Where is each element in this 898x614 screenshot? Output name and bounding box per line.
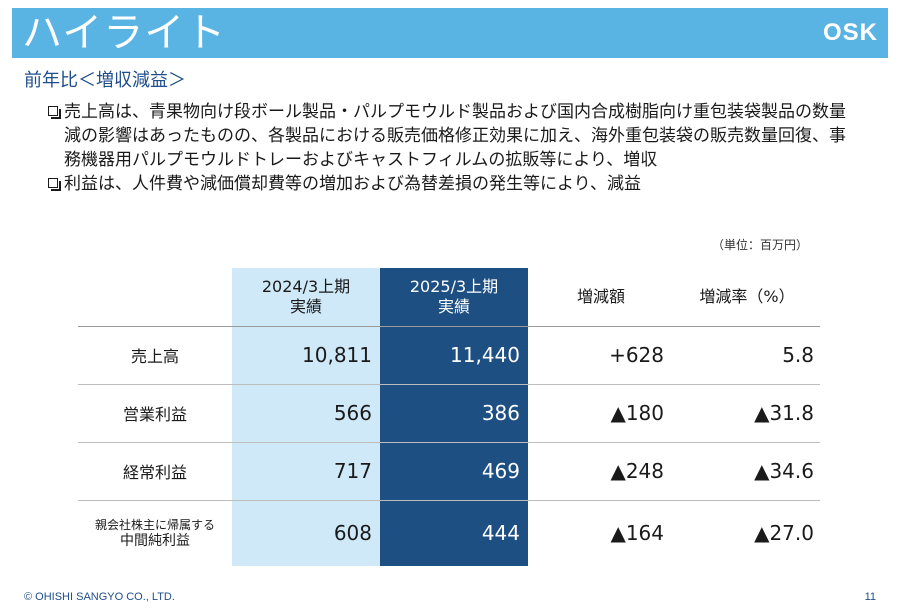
cell-change-sales: +628	[609, 343, 664, 367]
row-divider	[78, 442, 820, 443]
bullet-list: 売上高は、青果物向け段ボール製品・パルプモウルド製品および国内合成樹脂向け重包装…	[48, 100, 848, 196]
cell-prev-sales: 10,811	[302, 343, 372, 367]
page-title: ハイライト	[22, 10, 227, 56]
row-label-net-income-line1: 親会社株主に帰属する	[94, 518, 215, 532]
cell-rate-operating-profit: ▲31.8	[754, 401, 814, 425]
bullet-item: 利益は、人件費や減価償却費等の増加および為替差損の発生等により、減益	[48, 172, 848, 196]
row-label-ordinary-profit: 経常利益	[122, 463, 187, 482]
header-prev-period: 2024/3上期 実績	[232, 268, 380, 326]
header-curr-line2: 実績	[437, 297, 470, 316]
cell-curr-ordinary-profit: 469	[481, 459, 520, 483]
page-number: 11	[864, 591, 876, 603]
copyright-footer: © OHISHI SANGYO CO., LTD.	[24, 591, 175, 603]
row-divider	[78, 384, 820, 385]
cell-curr-operating-profit: 386	[481, 401, 520, 425]
row-label-operating-profit: 営業利益	[122, 405, 187, 424]
bullet-item: 売上高は、青果物向け段ボール製品・パルプモウルド製品および国内合成樹脂向け重包装…	[48, 100, 848, 172]
header-prev-line1: 2024/3上期	[261, 277, 351, 296]
bullet-text: 売上高は、青果物向け段ボール製品・パルプモウルド製品および国内合成樹脂向け重包装…	[64, 102, 846, 170]
header-curr-line1: 2025/3上期	[409, 277, 499, 296]
header-divider	[78, 326, 820, 327]
results-table: 2024/3上期 実績 2025/3上期 実績 増減額 増減率（%） 売上高 1…	[78, 268, 820, 566]
header-curr-period: 2025/3上期 実績	[380, 268, 528, 326]
cell-rate-ordinary-profit: ▲34.6	[754, 459, 814, 483]
cell-prev-net-income: 608	[333, 521, 372, 545]
row-label-sales: 売上高	[130, 347, 179, 366]
section-subtitle: 前年比＜増収減益＞	[24, 70, 186, 91]
cell-curr-net-income: 444	[481, 521, 520, 545]
bullet-text: 利益は、人件費や減価償却費等の増加および為替差損の発生等により、減益	[64, 174, 641, 194]
checkbox-bullet-icon	[48, 178, 61, 191]
header-change: 増減額	[576, 287, 625, 306]
cell-change-ordinary-profit: ▲248	[610, 459, 664, 483]
cell-rate-sales: 5.8	[782, 343, 814, 367]
prev-period-column-bg	[232, 268, 380, 566]
unit-note: （単位：百万円）	[711, 238, 808, 252]
header-change-rate: 増減率（%）	[699, 287, 795, 306]
cell-change-net-income: ▲164	[610, 521, 664, 545]
row-divider	[78, 500, 820, 501]
cell-prev-ordinary-profit: 717	[333, 459, 372, 483]
cell-rate-net-income: ▲27.0	[754, 521, 814, 545]
checkbox-bullet-icon	[48, 106, 61, 119]
cell-prev-operating-profit: 566	[333, 401, 372, 425]
curr-period-column-bg	[380, 268, 528, 566]
company-logo: OSK	[822, 19, 878, 46]
row-label-net-income-line2: 中間純利益	[120, 533, 190, 549]
title-bar: ハイライト OSK	[12, 8, 888, 58]
cell-change-operating-profit: ▲180	[610, 401, 664, 425]
row-label-net-income: 親会社株主に帰属する 中間純利益	[78, 500, 232, 566]
header-prev-line2: 実績	[289, 297, 322, 316]
cell-curr-sales: 11,440	[450, 343, 520, 367]
